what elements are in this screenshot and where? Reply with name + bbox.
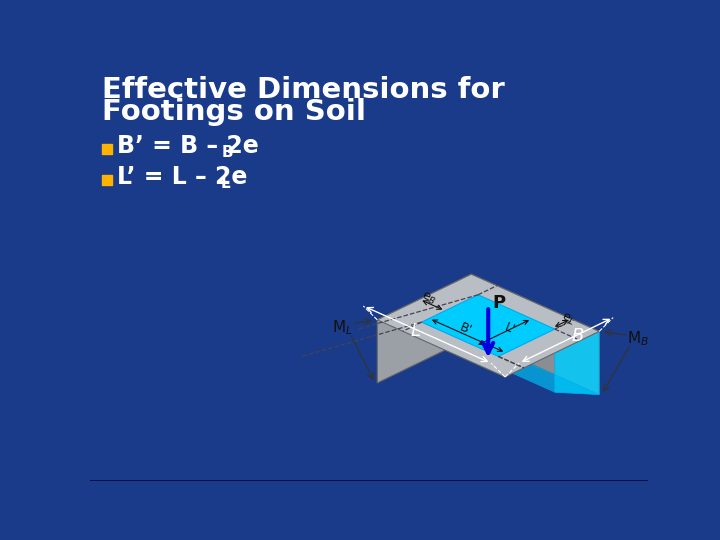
Text: e$_L$: e$_L$ xyxy=(559,311,577,328)
Text: L’ = L – 2e: L’ = L – 2e xyxy=(117,165,248,189)
Polygon shape xyxy=(555,329,599,395)
Bar xyxy=(102,175,112,185)
Text: B: B xyxy=(222,145,233,160)
Text: B': B' xyxy=(457,321,473,338)
Polygon shape xyxy=(472,274,478,358)
Text: Effective Dimensions for: Effective Dimensions for xyxy=(102,76,505,104)
Polygon shape xyxy=(472,338,599,395)
Bar xyxy=(102,144,112,154)
Text: B: B xyxy=(572,327,584,346)
Text: L: L xyxy=(410,322,420,340)
Polygon shape xyxy=(422,295,555,356)
Text: L': L' xyxy=(503,321,517,336)
Polygon shape xyxy=(377,274,599,377)
Text: B’ = B – 2e: B’ = B – 2e xyxy=(117,134,259,158)
Polygon shape xyxy=(377,274,472,383)
Text: e$_B$: e$_B$ xyxy=(419,290,438,308)
Text: P: P xyxy=(493,294,506,312)
Polygon shape xyxy=(472,274,599,395)
Text: L: L xyxy=(220,176,230,191)
Text: M$_L$: M$_L$ xyxy=(332,318,353,337)
Text: M$_B$: M$_B$ xyxy=(627,330,649,348)
Text: Footings on Soil: Footings on Soil xyxy=(102,98,366,126)
